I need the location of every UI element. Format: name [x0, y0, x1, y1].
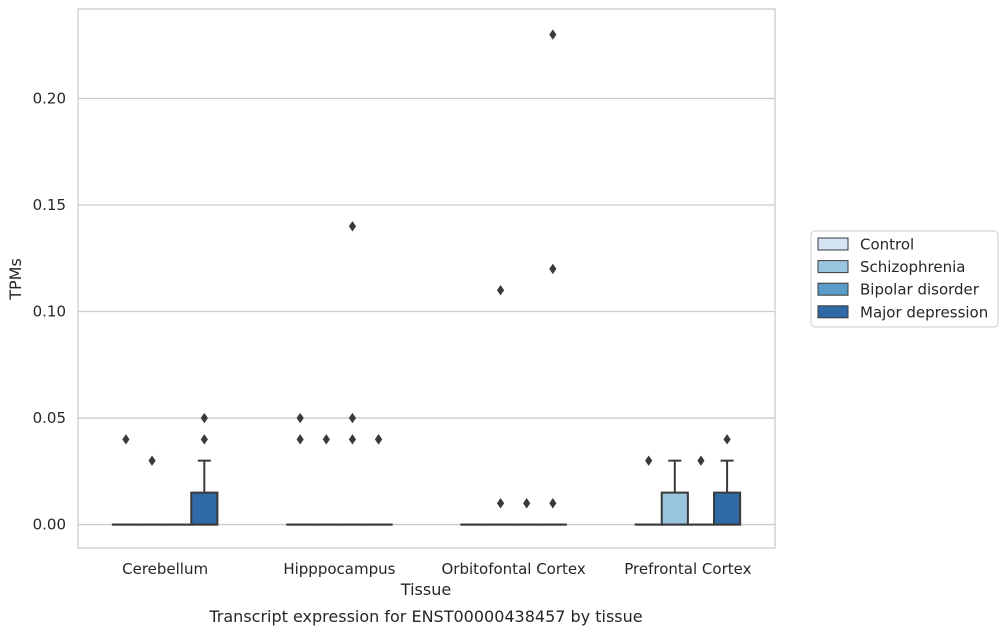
- outlier-point: [148, 455, 156, 466]
- box-schizophrenia: [660, 459, 689, 526]
- legend-label: Bipolar disorder: [860, 281, 980, 299]
- outlier-point: [496, 498, 505, 509]
- plot-frame: [77, 8, 776, 549]
- outlier-point: [697, 455, 705, 466]
- outlier-point: [645, 455, 653, 466]
- legend: Control Schizophrenia Bipolar disorder Majo…: [810, 230, 999, 328]
- outlier-point: [523, 498, 531, 509]
- box-bipolar-disorder: [512, 498, 541, 526]
- outlier-point: [549, 498, 557, 509]
- box-schizophrenia: [137, 455, 167, 526]
- outlier-point: [496, 285, 505, 296]
- outlier-point: [723, 434, 731, 445]
- box-body: [660, 491, 689, 526]
- box-bipolar-disorder: [686, 455, 716, 526]
- outlier-point: [296, 434, 304, 445]
- y-tick-labels: 0.00 0.05 0.10 0.15 0.20: [33, 89, 66, 533]
- legend-frame: [810, 230, 999, 328]
- outlier-point: [322, 434, 330, 445]
- outlier-point: [348, 434, 357, 445]
- x-tick-label: Hipppocampus: [283, 560, 395, 578]
- outlier-point: [549, 263, 557, 275]
- box-major-depression: [364, 434, 393, 526]
- x-tick-label: Orbitofontal Cortex: [442, 560, 586, 578]
- y-tick-label: 0.20: [33, 89, 66, 107]
- legend-label: Schizophrenia: [860, 258, 965, 276]
- box-major-depression: [538, 29, 567, 526]
- box-body: [190, 491, 219, 526]
- outlier-point: [200, 412, 208, 424]
- legend-label: Major depression: [860, 303, 988, 321]
- x-tick-labels: Cerebellum Hipppocampus Orbitofontal Corte…: [122, 560, 751, 578]
- legend-swatch: [817, 282, 849, 296]
- box-body: [713, 491, 742, 526]
- boxes: [111, 29, 742, 526]
- outlier-point: [200, 434, 208, 445]
- box-control: [111, 434, 140, 526]
- y-axis-label: TPMs: [6, 258, 25, 301]
- y-tick-label: 0.00: [33, 516, 66, 534]
- outlier-point: [296, 412, 304, 424]
- box-bipolar-disorder: [338, 221, 367, 526]
- legend-swatch: [817, 305, 849, 319]
- box-control: [286, 412, 315, 526]
- outlier-point: [348, 412, 357, 424]
- y-tick-label: 0.05: [33, 409, 66, 427]
- y-tick-label: 0.15: [33, 196, 66, 214]
- outlier-point: [348, 221, 357, 232]
- box-control: [634, 455, 663, 526]
- legend-swatch: [817, 260, 849, 274]
- x-axis-label: Tissue: [400, 580, 451, 599]
- chart-caption: Transcript expression for ENST0000043845…: [208, 607, 642, 626]
- y-tick-label: 0.10: [33, 303, 66, 321]
- outlier-point: [122, 434, 130, 445]
- legend-label: Control: [860, 236, 914, 254]
- x-tick-label: Prefrontal Cortex: [624, 560, 751, 578]
- box-schizophrenia: [486, 285, 515, 526]
- legend-swatch: [817, 237, 849, 251]
- box-major-depression: [190, 412, 219, 526]
- outlier-point: [549, 29, 557, 40]
- box-schizophrenia: [312, 434, 341, 526]
- x-tick-label: Cerebellum: [122, 560, 208, 578]
- box-major-depression: [713, 434, 742, 526]
- outlier-point: [374, 434, 383, 445]
